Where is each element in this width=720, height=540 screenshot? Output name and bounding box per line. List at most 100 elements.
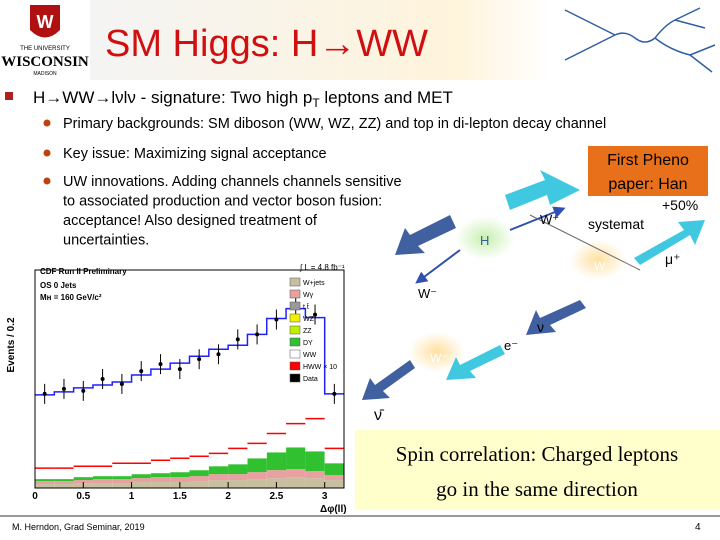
spin-text: Spin correlation: Charged leptons <box>396 442 678 466</box>
stack-bar <box>208 480 229 488</box>
diagram-label: μ⁺ <box>665 251 680 267</box>
stack-bar <box>208 474 229 481</box>
data-point <box>332 391 337 396</box>
subscript: T <box>312 96 320 110</box>
text: H→WW→lνlν - signature: Two high p <box>33 88 312 107</box>
stack-bar <box>208 466 229 475</box>
legend-label: HWW × 10 <box>303 364 337 371</box>
legend-swatch <box>289 337 301 347</box>
stack-bar <box>73 480 93 484</box>
stack-bar <box>189 470 209 477</box>
logo-text: MADISON <box>33 71 57 77</box>
stack-bar <box>247 334 267 459</box>
stack-bar <box>170 477 190 483</box>
plot-title: CDF Run II Preliminary <box>40 267 127 276</box>
x-tick-label: 2.5 <box>269 491 283 502</box>
stack-bar <box>286 469 306 478</box>
data-point <box>61 386 66 391</box>
legend-label: t t̄ <box>303 303 309 311</box>
callout-text: First Pheno <box>607 152 689 169</box>
stack-bar <box>228 345 248 465</box>
legend-label: Wγ <box>303 292 314 299</box>
legend-swatch <box>289 325 301 335</box>
stack-bar <box>305 451 325 472</box>
spin-box <box>355 430 720 510</box>
legend-swatch <box>289 361 301 371</box>
stack-bar <box>150 477 171 483</box>
x-axis-label: Δφ(ll) <box>320 504 347 515</box>
plot-label: OS 0 Jets <box>40 281 77 290</box>
stack-bar <box>189 356 209 471</box>
footer-author: M. Herndon, Grad Seminar, 2019 <box>12 522 145 532</box>
y-axis-label: Events / 0.2 <box>6 317 17 372</box>
data-point <box>139 369 144 374</box>
stack-bar <box>324 480 344 488</box>
total-outline <box>35 307 344 396</box>
stack-bar <box>73 387 93 478</box>
spin-diagram <box>362 170 705 400</box>
stack-bar <box>131 375 151 475</box>
x-tick-label: 0.5 <box>76 491 90 502</box>
feynman-diagram <box>564 7 716 73</box>
bullet <box>5 92 13 100</box>
data-point <box>81 388 86 393</box>
x-tick-label: 0 <box>32 491 38 502</box>
plot-frame <box>34 269 345 489</box>
data-point <box>158 362 163 367</box>
diagram-label: W⁻ <box>594 259 612 273</box>
legend-swatch <box>289 349 301 359</box>
stack-bar <box>131 482 151 488</box>
data-point <box>235 337 240 342</box>
bullet <box>43 149 51 157</box>
legend-label: Data <box>303 376 318 383</box>
svg-text:W: W <box>37 12 54 32</box>
text: leptons and MET <box>320 88 453 107</box>
header-band <box>90 0 550 80</box>
legend-label: WZ <box>303 316 315 323</box>
stack-bar <box>35 484 55 488</box>
callout-box <box>588 146 708 196</box>
stack-bar <box>131 478 151 483</box>
bullet <box>43 119 51 127</box>
legend-label: W+jets <box>303 280 325 287</box>
stack-bar <box>228 464 248 475</box>
stack-bar <box>266 470 287 479</box>
sub-bullet-text: Key issue: Maximizing signal acceptance <box>63 146 327 162</box>
stack-bar <box>324 475 344 481</box>
stack-bar <box>35 481 55 485</box>
stack-bar <box>266 318 287 453</box>
diagram-label: e⁻ <box>504 338 518 353</box>
stack-bar <box>266 452 287 471</box>
logo-text: WISCONSIN <box>1 54 89 70</box>
diagram-label: ν̄ <box>374 407 385 424</box>
stack-bar <box>150 369 171 474</box>
plot-label: ∫ L = 4.8 fb⁻¹ <box>299 263 345 272</box>
logo-text: THE UNIVERSITY <box>20 46 70 52</box>
legend-label: WW <box>303 352 317 359</box>
diagram-label: W⁺ <box>540 212 559 227</box>
legend-label: ZZ <box>303 328 312 335</box>
stack-bar <box>247 472 267 480</box>
stack-bar <box>286 477 306 488</box>
stack-bar <box>189 476 209 482</box>
stack-bar <box>247 479 267 488</box>
x-tick-label: 1.5 <box>173 491 187 502</box>
stack-bar <box>112 483 132 488</box>
histogram-plot: CDF Run II Preliminary OS 0 Jets Mʜ = 160 … <box>6 263 347 515</box>
sub-bullet-text: acceptance! Also designed treatment of <box>63 213 318 229</box>
stack-bar <box>112 479 132 484</box>
x-tick-label: 3 <box>322 491 328 502</box>
stack-bar <box>247 458 267 473</box>
data-point <box>216 352 221 357</box>
data-point <box>119 381 124 386</box>
legend-swatch <box>289 301 301 311</box>
stack-bar <box>150 473 171 478</box>
legend-label: DY <box>303 340 313 347</box>
data-point <box>313 312 318 317</box>
legend-swatch <box>289 277 301 287</box>
stack-bar <box>150 482 171 488</box>
stack-bar <box>305 317 325 452</box>
stack-bar <box>54 391 74 480</box>
sub-bullet-text: UW innovations. Adding channels channels… <box>63 174 402 190</box>
